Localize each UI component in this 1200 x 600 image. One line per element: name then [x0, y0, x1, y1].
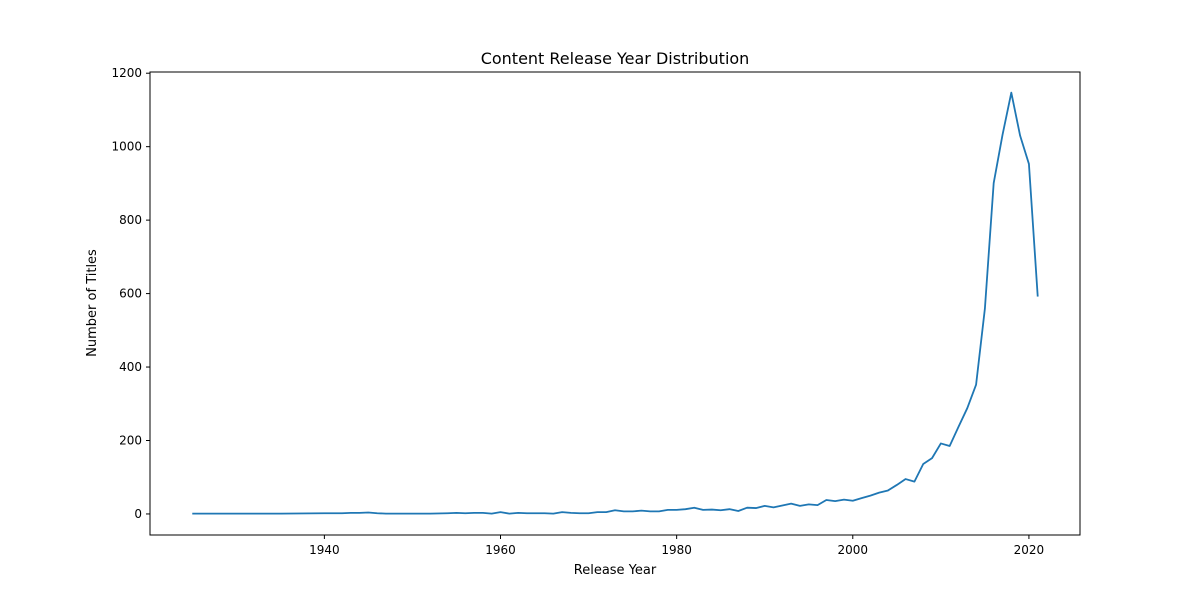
y-tick-label: 1200 [111, 66, 142, 80]
y-tick-label: 1000 [111, 140, 142, 154]
x-tick-label: 1980 [661, 543, 692, 557]
chart-title: Content Release Year Distribution [481, 49, 750, 68]
y-axis-label: Number of Titles [85, 249, 100, 357]
y-tick-label: 600 [119, 287, 142, 301]
y-tick-label: 0 [134, 507, 142, 521]
x-tick-label: 1960 [485, 543, 516, 557]
y-axis: 0 200 400 600 800 1000 1200 [111, 66, 150, 521]
y-tick-label: 400 [119, 360, 142, 374]
x-tick-label: 2020 [1014, 543, 1045, 557]
x-axis: 1940 1960 1980 2000 2020 [309, 535, 1044, 557]
series-line [192, 91, 1039, 515]
plot-frame [149, 71, 1081, 536]
y-tick-label: 200 [119, 433, 142, 447]
y-tick-label: 800 [119, 213, 142, 227]
x-tick-label: 1940 [309, 543, 340, 557]
x-axis-label: Release Year [574, 563, 657, 578]
plot-area [192, 91, 1039, 515]
x-tick-label: 2000 [838, 543, 869, 557]
